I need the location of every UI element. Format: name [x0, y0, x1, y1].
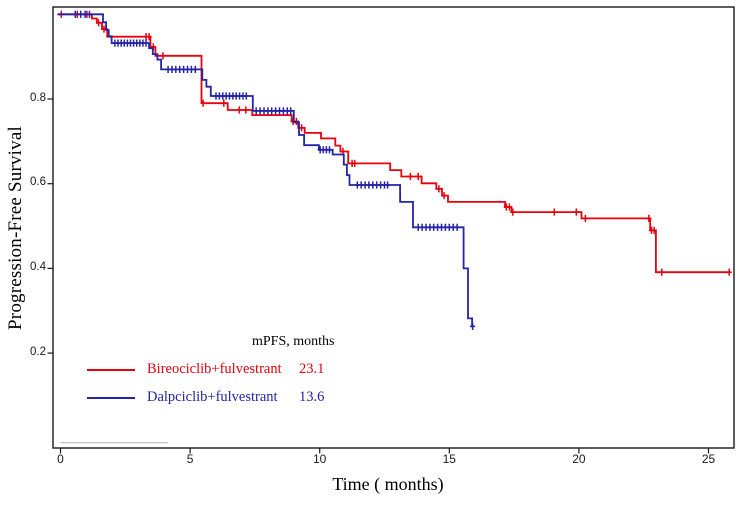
legend-label-bireociclib: Bireociclib+fulvestrant	[147, 361, 282, 377]
y-tick-label: 0.8	[30, 91, 46, 104]
x-tick-label: 15	[442, 452, 456, 466]
censor-marks-dalpciclib	[72, 10, 476, 330]
legend-value-bireociclib: 23.1	[299, 361, 325, 377]
legend-value-dalpciclib: 13.6	[299, 389, 325, 405]
legend-row-dalpciclib: Dalpciclib+fulvestrant 13.6	[87, 389, 334, 406]
x-tick-label: 0	[57, 452, 64, 466]
x-tick-label: 5	[186, 452, 194, 466]
legend-header: mPFS, months	[252, 334, 335, 349]
y-tick-label: 0.2	[30, 345, 46, 358]
legend-line-blue	[87, 396, 135, 399]
x-tick-label: 10	[313, 452, 327, 466]
legend-line-red	[87, 368, 135, 371]
x-axis-title: Time ( months)	[332, 474, 444, 494]
legend: mPFS, months Bireociclib+fulvestrant 23.…	[87, 334, 334, 406]
censor-marks-bireociclib	[58, 10, 732, 276]
legend-label-dalpciclib: Dalpciclib+fulvestrant	[147, 389, 278, 405]
survival-curve-bireociclib	[57, 13, 730, 274]
survival-curve-dalpciclib	[57, 13, 474, 328]
x-tick-label: 20	[572, 452, 586, 466]
y-tick-label: 0.4	[30, 260, 46, 273]
plot-frame	[52, 6, 735, 449]
legend-row-bireociclib: Bireociclib+fulvestrant 23.1	[87, 361, 334, 378]
y-axis-title: Progression-Free Survival	[5, 126, 26, 330]
y-tick-label: 0.6	[30, 176, 46, 189]
x-tick-label: 25	[701, 452, 716, 466]
